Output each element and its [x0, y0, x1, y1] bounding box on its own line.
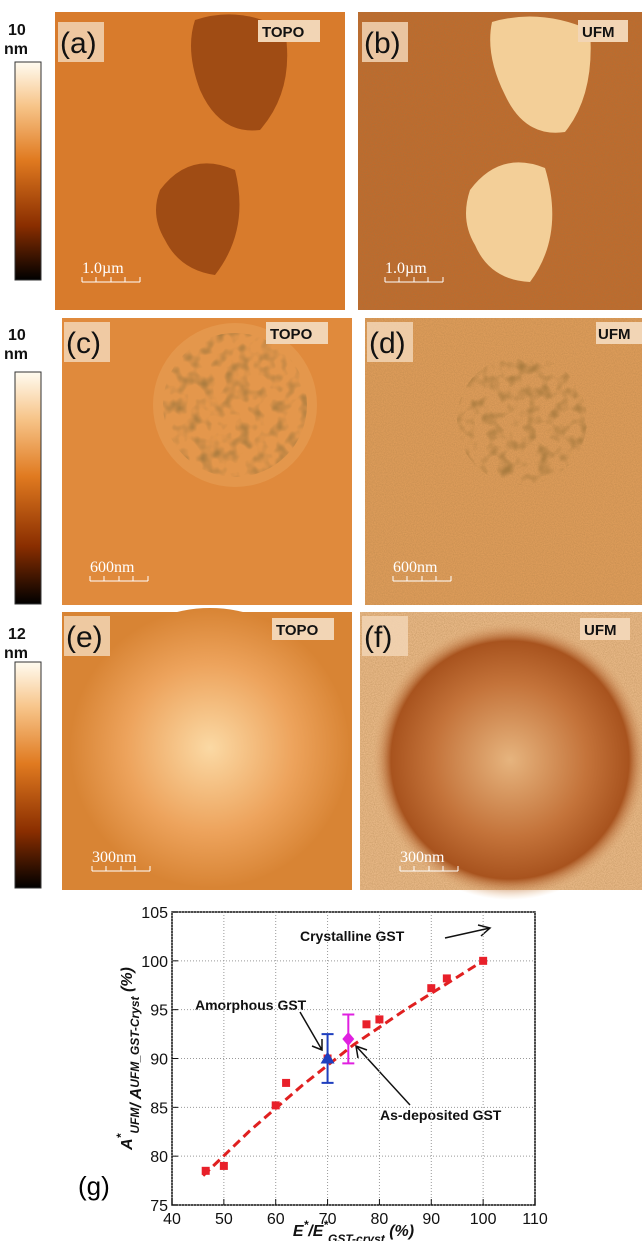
data-point — [443, 974, 451, 982]
data-point — [362, 1020, 370, 1028]
label-part: * — [114, 1132, 128, 1138]
data-point — [202, 1167, 210, 1175]
y-tick-label: 95 — [150, 1003, 168, 1020]
panel-label: (a) — [60, 27, 97, 60]
y-tick-label: 90 — [150, 1052, 168, 1069]
x-tick-label: 40 — [163, 1211, 181, 1228]
label-part: (%) — [119, 967, 136, 996]
colorbar-max: 12 — [8, 626, 26, 643]
fit-curve — [203, 961, 483, 1176]
panel-label: (g) — [78, 1171, 110, 1201]
data-point — [427, 984, 435, 992]
scale-label: 600nm — [393, 559, 438, 576]
data-point — [220, 1162, 228, 1170]
x-tick-label: 60 — [267, 1211, 285, 1228]
y-tick-label: 85 — [150, 1100, 168, 1117]
y-tick-label: 105 — [141, 905, 168, 922]
y-tick-label: 80 — [150, 1149, 168, 1166]
panel-label: (c) — [66, 327, 101, 360]
panel-label: (d) — [369, 327, 406, 360]
colorbar-unit: nm — [4, 645, 28, 662]
annotation: As-deposited GST — [380, 1107, 502, 1123]
x-tick-label: 90 — [422, 1211, 440, 1228]
data-point — [321, 1052, 335, 1064]
panel-label: (b) — [364, 27, 401, 60]
chart: (g) Crystalline GST Amorphous GST As-dep… — [78, 905, 548, 1241]
x-tick-label: 110 — [522, 1211, 548, 1228]
label-part: UFM_GST-Cryst — [128, 995, 142, 1087]
colorbar-max: 10 — [8, 22, 26, 39]
data-point — [479, 957, 487, 965]
label-part: / A — [128, 1088, 145, 1109]
annotation: Amorphous GST — [195, 997, 307, 1013]
label-part: /E — [307, 1223, 324, 1240]
mode-label: UFM — [598, 326, 631, 343]
data-point — [282, 1079, 290, 1087]
colorbar-unit: nm — [4, 41, 28, 58]
label-part: A — [119, 1138, 136, 1151]
y-axis-label: A*UFM/ AUFM_GST-Cryst (%) — [114, 967, 145, 1151]
scale-label: 1.0µm — [82, 260, 124, 277]
colorbar-unit: nm — [4, 346, 28, 363]
mode-label: TOPO — [262, 24, 305, 41]
colorbar-max: 10 — [8, 327, 26, 344]
scale-label: 1.0µm — [385, 260, 427, 277]
x-axis-label: E*/E*GST-cryst (%) — [293, 1218, 414, 1241]
scale-label: 600nm — [90, 559, 135, 576]
x-tick-label: 100 — [470, 1211, 497, 1228]
figure: 10 nm 10 nm 12 nm (a) TOPO 1.0µm (b) UFM… — [0, 0, 642, 1241]
scale-label: 300nm — [400, 849, 445, 866]
annotation: Crystalline GST — [300, 928, 405, 944]
colorbar: 10 nm 10 nm 12 nm — [4, 22, 41, 888]
y-tick-label: 100 — [141, 954, 168, 971]
mode-label: TOPO — [276, 622, 319, 639]
scale-label: 300nm — [92, 849, 137, 866]
label-part: GST-cryst — [328, 1232, 386, 1241]
data-point — [375, 1015, 383, 1023]
mode-label: TOPO — [270, 326, 313, 343]
label-part: UFM — [128, 1107, 142, 1134]
mode-label: UFM — [584, 622, 617, 639]
data-point — [272, 1101, 280, 1109]
panel-label: (f) — [364, 621, 392, 654]
x-tick-label: 50 — [215, 1211, 233, 1228]
panel-label: (e) — [66, 621, 103, 654]
mode-label: UFM — [582, 24, 615, 41]
label-part: (%) — [385, 1223, 414, 1240]
